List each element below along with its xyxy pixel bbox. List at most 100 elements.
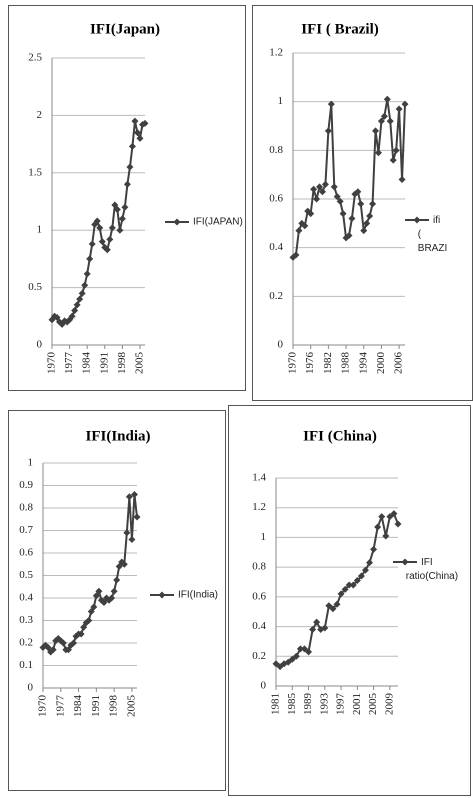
data-point <box>309 626 317 634</box>
data-point <box>125 493 133 501</box>
y-tick-label: 0.6 <box>269 193 283 205</box>
data-point <box>339 210 347 218</box>
data-point <box>349 581 357 589</box>
x-tick-label: 1991 <box>98 352 110 374</box>
x-tick-label: 1994 <box>357 352 369 375</box>
y-tick-label: 0.2 <box>252 650 266 662</box>
data-point <box>336 197 344 205</box>
data-point <box>136 134 144 142</box>
data-point <box>345 581 353 589</box>
x-tick-label: 2005 <box>125 695 137 718</box>
data-point <box>128 536 136 543</box>
data-point <box>318 188 326 196</box>
data-point <box>126 163 134 171</box>
data-point <box>333 193 341 201</box>
y-tick-label: 1 <box>278 95 284 107</box>
data-point <box>123 529 131 537</box>
data-point <box>78 289 86 297</box>
data-point <box>313 618 321 626</box>
data-point <box>73 301 81 309</box>
data-point <box>128 142 136 150</box>
y-tick-label: 0.8 <box>19 502 33 514</box>
data-point <box>292 652 300 660</box>
data-point <box>341 585 349 593</box>
data-point <box>68 312 76 320</box>
y-tick-label: 0.4 <box>269 241 283 253</box>
data-point <box>59 639 67 647</box>
data-point <box>295 227 303 235</box>
data-point <box>87 608 95 615</box>
data-point <box>103 246 111 254</box>
x-tick-label: 1984 <box>72 695 84 718</box>
data-point <box>120 560 128 568</box>
x-tick-label: 1997 <box>335 693 347 716</box>
x-tick-label: 2000 <box>375 352 387 375</box>
data-point <box>92 592 100 600</box>
y-tick-label: 0.2 <box>269 290 283 302</box>
data-point <box>81 281 89 289</box>
data-point <box>313 195 321 203</box>
chart-title: IFI (China) <box>303 428 377 444</box>
data-point <box>361 566 369 574</box>
data-point <box>272 660 280 668</box>
data-point <box>130 491 138 498</box>
data-point <box>366 212 374 220</box>
data-point <box>310 185 318 193</box>
x-tick-label: 1988 <box>340 352 352 375</box>
y-tick-label: 0.2 <box>19 637 33 649</box>
x-tick-label: 1977 <box>63 352 75 375</box>
legend-marker <box>401 558 409 566</box>
data-point <box>95 587 103 595</box>
x-tick-label: 1970 <box>287 352 299 375</box>
data-point <box>366 559 374 567</box>
data-point <box>401 100 409 108</box>
legend-marker <box>173 218 181 226</box>
data-point <box>357 572 365 580</box>
data-point <box>357 200 365 208</box>
x-tick-label: 1970 <box>46 352 58 375</box>
data-point <box>131 117 139 125</box>
data-point <box>374 149 382 157</box>
data-point <box>378 513 386 521</box>
data-point <box>383 95 391 103</box>
data-point <box>316 183 324 191</box>
y-tick-label: 0.8 <box>252 561 266 573</box>
y-tick-label: 0 <box>261 680 267 692</box>
data-point <box>108 224 116 232</box>
data-point <box>395 105 403 113</box>
data-point <box>300 645 308 653</box>
data-point <box>386 513 394 521</box>
y-tick-label: 1.5 <box>28 166 42 178</box>
data-point <box>325 602 333 610</box>
data-point <box>390 510 398 518</box>
y-tick-label: 0 <box>28 682 34 694</box>
data-point <box>392 146 400 154</box>
data-point <box>90 603 98 611</box>
data-point <box>330 183 338 191</box>
data-point <box>85 617 93 624</box>
x-tick-label: 1998 <box>116 352 128 375</box>
data-point <box>96 224 104 232</box>
data-point <box>337 590 345 598</box>
data-point <box>123 180 131 188</box>
data-point <box>363 219 371 227</box>
data-point <box>301 222 309 230</box>
x-tick-label: 1984 <box>81 352 93 375</box>
chart-title: IFI(Japan) <box>90 21 160 37</box>
data-point <box>382 532 390 540</box>
y-tick-label: 0.7 <box>19 524 33 536</box>
y-tick-label: 1.2 <box>252 501 266 513</box>
y-tick-label: 0 <box>278 339 284 351</box>
data-point <box>49 646 57 654</box>
data-point <box>86 255 94 263</box>
data-point <box>276 663 284 671</box>
y-tick-label: 0.5 <box>28 281 42 293</box>
x-tick-label: 1985 <box>286 693 298 716</box>
data-point <box>111 201 119 209</box>
chart-title: IFI(India) <box>85 428 150 444</box>
legend-label: IFI ratio(China) <box>403 557 458 582</box>
y-tick-label: 0.5 <box>19 569 33 581</box>
y-tick-label: 0.9 <box>19 479 33 491</box>
data-point <box>296 645 304 653</box>
